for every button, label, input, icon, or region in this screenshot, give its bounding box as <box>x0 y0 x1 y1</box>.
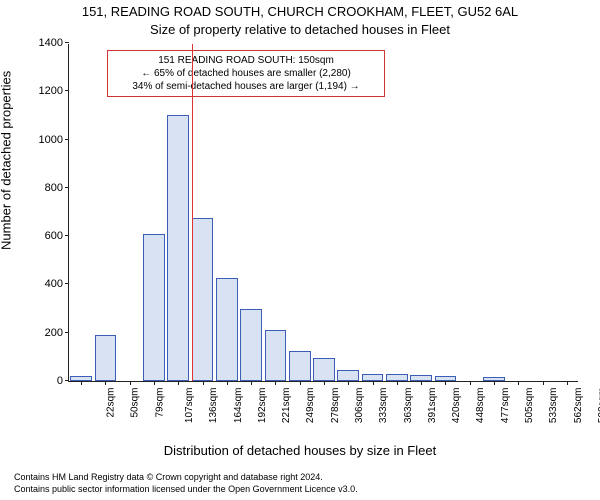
x-tick-mark <box>178 381 179 385</box>
x-tick-mark <box>494 381 495 385</box>
x-tick-mark <box>470 381 471 385</box>
x-tick-label: 221sqm <box>281 388 292 424</box>
x-tick-label: 50sqm <box>130 388 141 418</box>
x-tick-mark <box>397 381 398 385</box>
x-tick-label: 505sqm <box>524 388 535 424</box>
x-tick-mark <box>300 381 301 385</box>
x-tick-mark <box>373 381 374 385</box>
histogram-bar <box>337 370 359 381</box>
histogram-bar <box>192 218 214 381</box>
histogram-bar <box>167 115 189 381</box>
y-tick-label: 0 <box>57 375 63 387</box>
x-tick-mark <box>130 381 131 385</box>
histogram-bar <box>240 309 262 381</box>
y-tick-label: 1400 <box>39 37 63 49</box>
footer-line2: Contains public sector information licen… <box>14 484 358 494</box>
y-axis-label: Number of detached properties <box>0 71 14 250</box>
marker-line <box>192 44 193 381</box>
x-tick-mark <box>227 381 228 385</box>
y-tick-mark <box>65 139 69 140</box>
x-tick-mark <box>348 381 349 385</box>
histogram-bar <box>143 234 165 381</box>
y-tick-mark <box>65 42 69 43</box>
x-tick-mark <box>105 381 106 385</box>
x-tick-label: 533sqm <box>548 388 559 424</box>
chart-title-line1: 151, READING ROAD SOUTH, CHURCH CROOKHAM… <box>0 4 600 19</box>
y-tick-mark <box>65 187 69 188</box>
x-tick-label: 278sqm <box>330 388 341 424</box>
x-tick-label: 333sqm <box>378 388 389 424</box>
chart-container: 151, READING ROAD SOUTH, CHURCH CROOKHAM… <box>0 0 600 500</box>
chart-title-line2: Size of property relative to detached ho… <box>0 22 600 37</box>
x-tick-mark <box>518 381 519 385</box>
plot-area: 151 READING ROAD SOUTH: 150sqm ← 65% of … <box>68 44 578 382</box>
y-tick-label: 1000 <box>39 134 63 146</box>
x-tick-mark <box>251 381 252 385</box>
x-tick-mark <box>275 381 276 385</box>
y-tick-label: 200 <box>45 327 63 339</box>
y-tick-label: 400 <box>45 278 63 290</box>
annotation-line3: 34% of semi-detached houses are larger (… <box>114 80 378 93</box>
x-tick-mark <box>81 381 82 385</box>
x-tick-mark <box>154 381 155 385</box>
x-tick-label: 363sqm <box>403 388 414 424</box>
histogram-bar <box>289 351 311 381</box>
x-tick-label: 477sqm <box>500 388 511 424</box>
annotation-box: 151 READING ROAD SOUTH: 150sqm ← 65% of … <box>107 50 385 97</box>
x-tick-label: 562sqm <box>573 388 584 424</box>
y-tick-mark <box>65 380 69 381</box>
y-tick-label: 800 <box>45 182 63 194</box>
x-tick-label: 306sqm <box>354 388 365 424</box>
histogram-bar <box>313 358 335 381</box>
histogram-bar <box>386 374 408 381</box>
x-tick-label: 391sqm <box>427 388 438 424</box>
y-tick-mark <box>65 90 69 91</box>
x-tick-label: 22sqm <box>106 388 117 418</box>
x-tick-mark <box>543 381 544 385</box>
histogram-bar <box>265 330 287 381</box>
x-tick-label: 79sqm <box>154 388 165 418</box>
y-tick-label: 1200 <box>39 85 63 97</box>
annotation-line1: 151 READING ROAD SOUTH: 150sqm <box>114 54 378 67</box>
x-tick-mark <box>203 381 204 385</box>
y-tick-label: 600 <box>45 230 63 242</box>
histogram-bar <box>95 335 117 381</box>
footer-line1: Contains HM Land Registry data © Crown c… <box>14 472 323 482</box>
histogram-bar <box>362 374 384 381</box>
x-tick-mark <box>421 381 422 385</box>
x-tick-label: 192sqm <box>257 388 268 424</box>
y-tick-mark <box>65 332 69 333</box>
x-tick-label: 107sqm <box>184 388 195 424</box>
x-tick-label: 249sqm <box>306 388 317 424</box>
x-tick-label: 136sqm <box>208 388 219 424</box>
x-tick-mark <box>567 381 568 385</box>
histogram-bar <box>216 278 238 381</box>
x-tick-mark <box>324 381 325 385</box>
x-tick-mark <box>445 381 446 385</box>
y-tick-mark <box>65 235 69 236</box>
x-axis-label: Distribution of detached houses by size … <box>0 443 600 458</box>
x-tick-label: 448sqm <box>476 388 487 424</box>
annotation-line2: ← 65% of detached houses are smaller (2,… <box>114 67 378 80</box>
y-tick-mark <box>65 283 69 284</box>
x-tick-label: 164sqm <box>233 388 244 424</box>
x-tick-label: 420sqm <box>451 388 462 424</box>
